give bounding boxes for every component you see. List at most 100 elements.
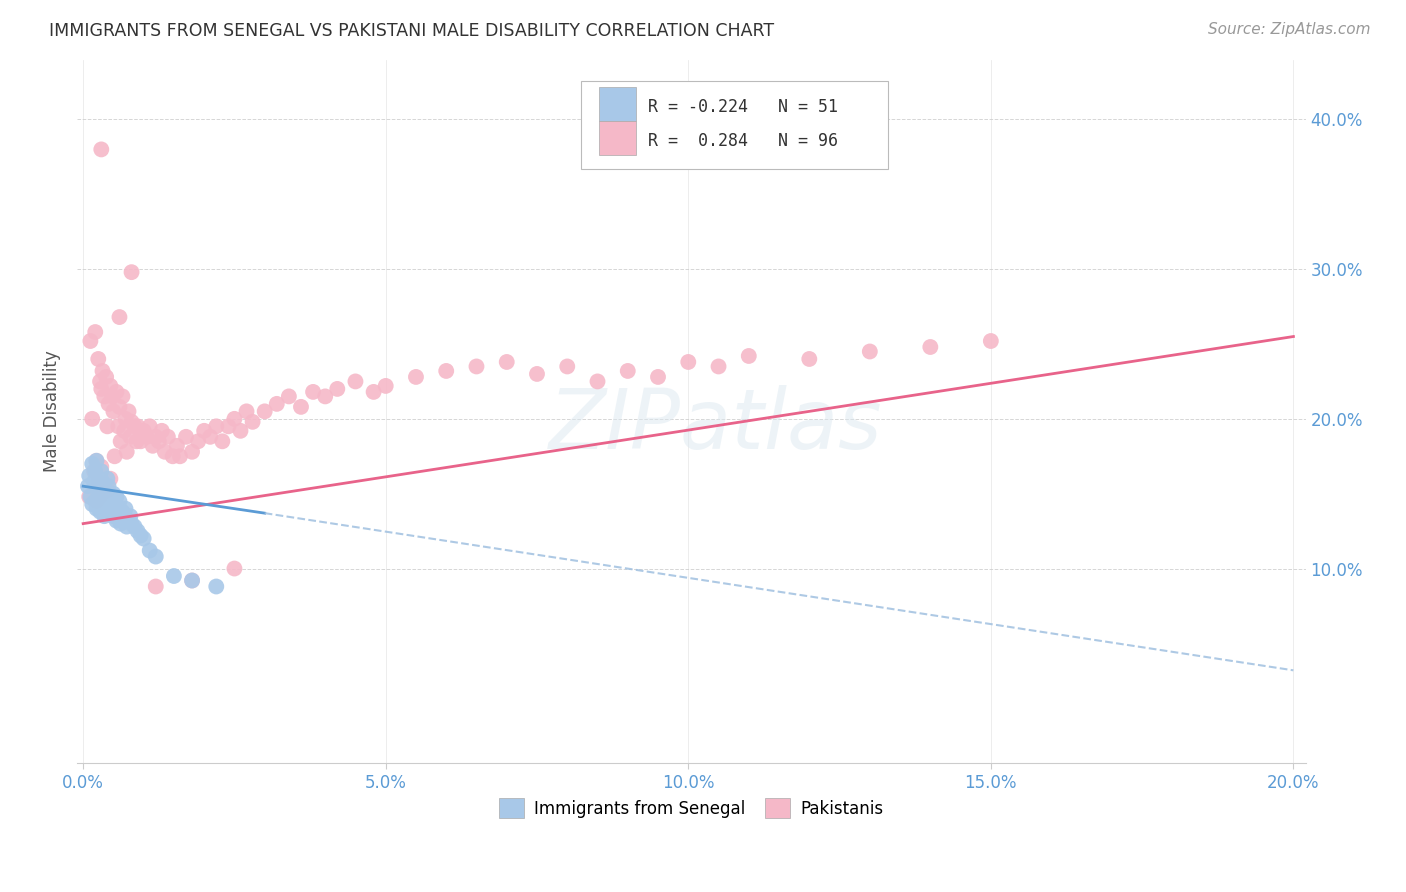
Point [229, 424, 252, 438]
Point [217, 419, 239, 434]
Point [108, 310, 131, 324]
Point [101, 497, 124, 511]
Point [100, 490, 122, 504]
Point [96, 472, 118, 486]
Point [465, 359, 488, 374]
Point [363, 384, 385, 399]
Point [110, 434, 132, 449]
Point [84, 325, 107, 339]
Point [326, 382, 349, 396]
Point [79, 490, 101, 504]
Point [187, 434, 209, 449]
Point [104, 494, 127, 508]
Point [124, 519, 146, 533]
Point [707, 359, 730, 374]
Point [90, 464, 112, 478]
Point [86, 494, 108, 508]
Point [91, 499, 114, 513]
Point [100, 505, 122, 519]
Point [980, 334, 1002, 348]
Point [107, 501, 129, 516]
Point [100, 379, 122, 393]
Point [859, 344, 882, 359]
Point [90, 459, 112, 474]
Point [108, 494, 131, 508]
Text: ZIPatlas: ZIPatlas [550, 385, 883, 466]
Point [120, 430, 142, 444]
Point [169, 450, 191, 464]
Point [111, 389, 134, 403]
Point [495, 355, 517, 369]
Point [121, 516, 143, 531]
Point [129, 434, 152, 449]
Point [93, 509, 115, 524]
Point [84, 494, 107, 508]
Point [94, 483, 117, 498]
Point [127, 524, 149, 538]
Point [181, 444, 204, 458]
Point [83, 475, 105, 489]
Point [125, 434, 148, 449]
Point [344, 375, 367, 389]
Point [405, 370, 427, 384]
Legend: Immigrants from Senegal, Pakistanis: Immigrants from Senegal, Pakistanis [492, 791, 890, 825]
Point [93, 479, 115, 493]
FancyBboxPatch shape [581, 80, 887, 169]
Point [90, 143, 112, 157]
Point [586, 375, 609, 389]
Point [166, 439, 188, 453]
Point [90, 494, 112, 508]
Point [89, 375, 111, 389]
Point [235, 404, 257, 418]
Point [86, 501, 108, 516]
Point [153, 444, 176, 458]
Point [145, 580, 167, 594]
Point [86, 454, 108, 468]
Point [124, 419, 146, 434]
Point [526, 367, 548, 381]
Point [103, 404, 125, 418]
Bar [599, 120, 636, 154]
Point [103, 509, 125, 524]
Point [77, 468, 100, 483]
Point [79, 334, 101, 348]
Point [145, 549, 167, 564]
Point [138, 419, 160, 434]
Point [799, 351, 821, 366]
Point [87, 351, 110, 366]
Point [110, 516, 132, 531]
Point [290, 400, 312, 414]
Point [555, 359, 578, 374]
Point [111, 505, 134, 519]
Point [314, 389, 336, 403]
Point [205, 580, 228, 594]
Y-axis label: Male Disability: Male Disability [44, 351, 60, 472]
Point [107, 419, 129, 434]
Point [91, 364, 114, 378]
Point [224, 412, 246, 426]
Point [211, 434, 233, 449]
Point [77, 479, 100, 493]
Text: IMMIGRANTS FROM SENEGAL VS PAKISTANI MALE DISABILITY CORRELATION CHART: IMMIGRANTS FROM SENEGAL VS PAKISTANI MAL… [49, 22, 775, 40]
Point [114, 501, 136, 516]
Point [193, 424, 215, 438]
Point [117, 514, 139, 528]
Point [87, 490, 110, 504]
Point [117, 404, 139, 418]
Point [82, 412, 104, 426]
Point [129, 528, 152, 542]
Point [97, 397, 120, 411]
Point [163, 569, 186, 583]
Point [678, 355, 700, 369]
Point [135, 430, 157, 444]
Point [89, 490, 111, 504]
Point [181, 574, 204, 588]
Point [87, 475, 110, 489]
Point [132, 532, 155, 546]
Point [103, 486, 125, 500]
Point [266, 397, 288, 411]
Point [302, 384, 325, 399]
Point [89, 482, 111, 496]
Point [101, 389, 124, 403]
Text: R = -0.224   N = 51: R = -0.224 N = 51 [648, 98, 838, 116]
